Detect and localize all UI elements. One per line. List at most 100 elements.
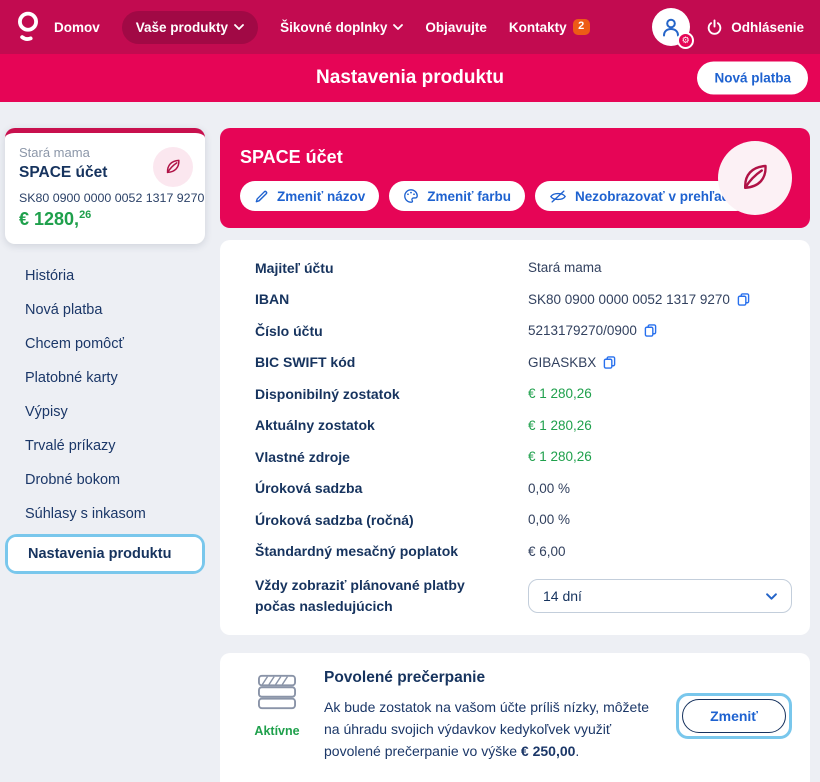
new-payment-button[interactable]: Nová platba <box>697 61 808 95</box>
table-row: Číslo účtu 5213179270/0900 <box>255 315 792 347</box>
copy-icon[interactable] <box>603 355 616 369</box>
selected-item-focus-ring: Nastavenia produktu <box>5 534 205 574</box>
page-title: Nastavenia produktu <box>316 67 504 88</box>
detail-value: 0,00 % <box>528 481 570 496</box>
detail-value: 0,00 % <box>528 512 570 527</box>
sidebar-item-trvale-prikazy[interactable]: Trvalé príkazy <box>25 438 116 454</box>
change-overdraft-button[interactable]: Zmeniť <box>682 699 786 733</box>
overdraft-card: Aktívne Povolené prečerpanie Ak bude zos… <box>220 653 810 782</box>
status-badge: Aktívne <box>254 724 300 738</box>
detail-value: Stará mama <box>528 260 602 275</box>
top-navigation: Domov Vaše produkty Šikovné doplnky Obja… <box>0 0 820 54</box>
account-details-card: Majiteľ účtu Stará mama IBAN SK80 0900 0… <box>220 240 810 635</box>
gear-icon: ⚙ <box>677 32 695 49</box>
description-text: Ak bude zostatok na vašom účte príliš ní… <box>324 699 650 760</box>
nav-item-sikovne-doplnky[interactable]: Šikovné doplnky <box>280 19 404 35</box>
table-row: IBAN SK80 0900 0000 0052 1317 9270 <box>255 284 792 316</box>
sidebar-item-chcem-pomoct[interactable]: Chcem pomôcť <box>25 336 124 352</box>
button-label: Zmeniť farbu <box>427 188 511 204</box>
account-iban: SK80 0900 0000 0052 1317 9270 <box>19 191 205 205</box>
chevron-down-icon <box>766 592 777 600</box>
copy-icon[interactable] <box>737 292 750 306</box>
detail-label: Vlastné zdroje <box>255 448 350 465</box>
table-row: Disponibilný zostatok € 1 280,26 <box>255 378 792 410</box>
detail-label: Úroková sadzba (ročná) <box>255 511 414 528</box>
value-text: € 1 280,26 <box>528 386 592 402</box>
overdraft-description: Ak bude zostatok na vašom účte príliš ní… <box>324 696 658 762</box>
description-text: . <box>575 743 580 760</box>
sidebar: Stará mama SPACE účet SK80 0900 0000 005… <box>5 128 205 574</box>
value-text: € 1 280,26 <box>528 417 592 433</box>
table-row: Štandardný mesačný poplatok € 6,00 <box>255 536 792 568</box>
change-color-button[interactable]: Zmeniť farbu <box>389 181 525 211</box>
leaf-icon <box>744 164 767 189</box>
pencil-icon <box>255 190 268 202</box>
product-title: SPACE účet <box>240 147 343 167</box>
sidebar-item-nova-platba[interactable]: Nová platba <box>25 302 103 318</box>
detail-label: IBAN <box>255 291 290 308</box>
table-row: Vlastné zdroje € 1 280,26 <box>255 441 792 473</box>
nav-label: Vaše produkty <box>135 19 229 35</box>
product-type-circle <box>718 141 792 215</box>
change-button-focus-ring: Zmeniť <box>676 693 792 739</box>
value-text: 0,00 % <box>528 480 571 496</box>
table-row: Úroková sadzba 0,00 % <box>255 473 792 505</box>
nav-label: Kontakty <box>508 19 567 35</box>
detail-label: Úroková sadzba <box>255 480 363 497</box>
account-owner: Stará mama <box>19 145 90 160</box>
sidebar-item-suhlasy-s-inkasom[interactable]: Súhlasy s inkasom <box>25 506 146 522</box>
nav-item-objavujte[interactable]: Objavujte <box>425 20 487 35</box>
sidebar-item-platobne-karty[interactable]: Platobné karty <box>25 370 118 386</box>
detail-value: 5213179270/0900 <box>528 323 657 338</box>
account-summary-card[interactable]: Stará mama SPACE účet SK80 0900 0000 005… <box>5 128 205 244</box>
nav-label: Šikovné doplnky <box>280 19 388 35</box>
detail-label: Číslo účtu <box>255 322 323 339</box>
sidebar-item-nastavenia-produktu[interactable]: Nastavenia produktu <box>8 537 202 571</box>
nav-item-kontakty[interactable]: Kontakty 2 <box>508 18 590 36</box>
table-row: Aktuálny zostatok € 1 280,26 <box>255 410 792 442</box>
detail-value: € 6,00 <box>528 544 566 559</box>
account-type-badge <box>153 147 193 187</box>
copy-icon[interactable] <box>644 324 657 338</box>
eye-slash-icon <box>550 189 566 203</box>
detail-value: GIBASKBX <box>528 355 616 370</box>
detail-label: BIC SWIFT kód <box>255 354 356 371</box>
leaf-icon <box>166 159 180 174</box>
hide-in-overview-button[interactable]: Nezobrazovať v prehľade <box>534 181 752 211</box>
profile-avatar[interactable]: ⚙ <box>652 8 695 49</box>
palette-icon <box>404 189 419 203</box>
page-header: Nastavenia produktu Nová platba <box>0 54 820 102</box>
chevron-down-icon <box>234 24 244 30</box>
nav-item-vase-produkty[interactable]: Vaše produkty <box>121 10 259 44</box>
nav-item-domov[interactable]: Domov <box>54 20 100 35</box>
button-label: Nezobrazovať v prehľade <box>574 188 738 204</box>
planned-payments-label: Vždy zobraziť plánované platby počas nas… <box>255 577 465 614</box>
rename-button[interactable]: Zmeniť názov <box>240 181 380 211</box>
value-text: GIBASKBX <box>528 354 597 370</box>
george-logo-icon[interactable] <box>14 9 44 45</box>
sidebar-item-drobne-bokom[interactable]: Drobné bokom <box>25 472 121 488</box>
select-value: 14 dní <box>543 588 582 604</box>
button-label: Zmeniť názov <box>277 188 366 204</box>
detail-label: Aktuálny zostatok <box>255 417 375 434</box>
sidebar-item-vypisy[interactable]: Výpisy <box>25 404 68 420</box>
account-name: SPACE účet <box>19 164 108 181</box>
sidebar-item-historia[interactable]: História <box>25 268 75 284</box>
value-text: SK80 0900 0000 0052 1317 9270 <box>528 291 730 307</box>
nav-label: Domov <box>54 19 100 35</box>
overdraft-amount: € 250,00 <box>520 743 576 760</box>
detail-value: € 1 280,26 <box>528 386 592 401</box>
value-text: € 1 280,26 <box>528 449 592 465</box>
account-balance: € 1280,26 <box>19 209 191 230</box>
detail-value: € 1 280,26 <box>528 418 592 433</box>
balance-cents: 26 <box>79 209 92 221</box>
logout-label: Odhlásenie <box>731 19 804 35</box>
table-row: BIC SWIFT kód GIBASKBX <box>255 347 792 379</box>
planned-payments-select[interactable]: 14 dní <box>528 579 792 613</box>
value-text: 0,00 % <box>528 512 571 528</box>
power-icon <box>707 18 722 35</box>
logout-button[interactable]: Odhlásenie <box>706 18 804 36</box>
balance-main: € 1280, <box>19 209 80 229</box>
detail-value: SK80 0900 0000 0052 1317 9270 <box>528 292 750 307</box>
notification-badge: 2 <box>572 18 590 36</box>
